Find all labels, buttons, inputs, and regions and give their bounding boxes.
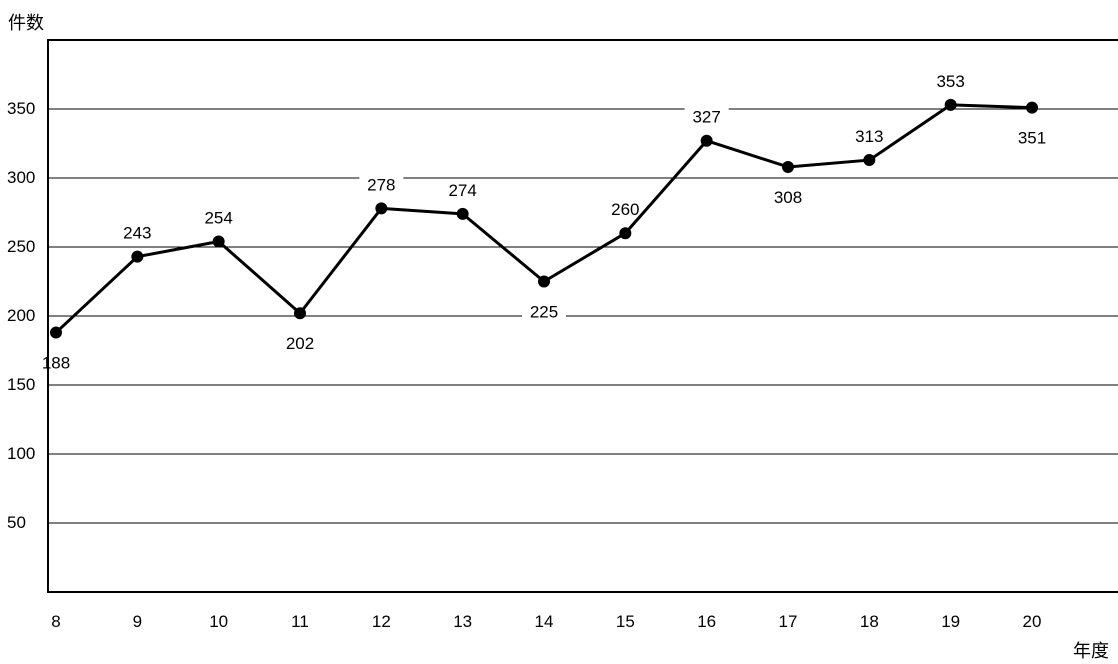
data-label-background: [34, 352, 78, 375]
x-tick-label: 17: [779, 612, 798, 631]
data-label-background: [847, 126, 892, 149]
data-point-marker: [863, 154, 876, 167]
y-tick-label: 150: [7, 375, 35, 394]
y-axis-title: 件数: [8, 13, 44, 33]
y-tick-label: 250: [7, 237, 35, 256]
x-tick-label: 12: [372, 612, 391, 631]
data-label-background: [115, 222, 160, 245]
y-tick-label: 100: [7, 444, 35, 463]
data-point-marker: [456, 207, 469, 220]
x-tick-label: 9: [133, 612, 142, 631]
data-label-background: [278, 333, 322, 356]
x-tick-label: 8: [51, 612, 60, 631]
x-tick-label: 20: [1023, 612, 1042, 631]
x-tick-label: 13: [453, 612, 472, 631]
data-label-background: [928, 70, 973, 93]
data-label: 327: [692, 108, 720, 127]
data-label: 274: [448, 181, 476, 200]
data-label-background: [359, 174, 404, 197]
plot-frame: [47, 39, 1118, 593]
x-tick-label: 15: [616, 612, 635, 631]
data-point-marker: [50, 326, 62, 339]
data-label: 353: [936, 72, 964, 91]
x-tick-label: 19: [941, 612, 960, 631]
data-label: 260: [611, 200, 639, 219]
data-label: 278: [367, 175, 395, 194]
gridlines: [48, 108, 1118, 524]
data-label: 254: [204, 208, 232, 227]
x-axis-title: 年度: [1073, 641, 1109, 661]
data-point-marker: [538, 275, 550, 288]
data-label: 308: [774, 188, 802, 207]
data-point-marker: [944, 98, 957, 111]
data-label-background: [766, 186, 810, 209]
y-tick-label: 350: [7, 99, 35, 118]
data-point-marker: [700, 134, 713, 147]
data-label: 188: [42, 354, 70, 373]
data-label: 225: [530, 303, 558, 322]
data-point-marker: [294, 307, 306, 320]
data-point-marker: [1026, 101, 1038, 114]
series-line-group: [50, 98, 1038, 339]
x-tick-label: 14: [535, 612, 554, 631]
data-point-marker: [782, 160, 794, 173]
y-tick-label: 200: [7, 306, 35, 325]
x-tick-label: 11: [291, 612, 309, 631]
data-point-marker: [619, 227, 632, 240]
data-label-background: [440, 179, 485, 202]
data-label: 202: [286, 334, 314, 353]
x-tick-labels: 8 9 10 11 12 13 14 15 16 17 18 19 20: [51, 612, 1041, 631]
axis-frame: [47, 39, 1118, 593]
data-label-background: [603, 199, 648, 222]
data-label-background: [1010, 127, 1054, 150]
x-tick-label: 18: [860, 612, 879, 631]
x-tick-label: 16: [697, 612, 716, 631]
data-label: 243: [123, 224, 151, 243]
data-point-marker: [375, 202, 388, 215]
data-label-background: [684, 106, 729, 129]
data-label: 351: [1018, 129, 1046, 148]
data-point-marker: [131, 250, 144, 263]
data-label-background: [196, 207, 241, 230]
data-labels: 188 243 254 202 278 274 225 260 327 308 313 353 351: [42, 72, 1046, 373]
y-tick-label: 300: [7, 168, 35, 187]
data-point-marker: [212, 235, 225, 248]
data-label: 313: [855, 127, 883, 146]
data-label-background: [522, 301, 566, 324]
x-tick-label: 10: [209, 612, 228, 631]
data-label-backgrounds: [34, 70, 1054, 375]
y-tick-labels: 50 100 150 200 250 300 350: [7, 99, 35, 532]
y-tick-label: 50: [7, 513, 26, 532]
